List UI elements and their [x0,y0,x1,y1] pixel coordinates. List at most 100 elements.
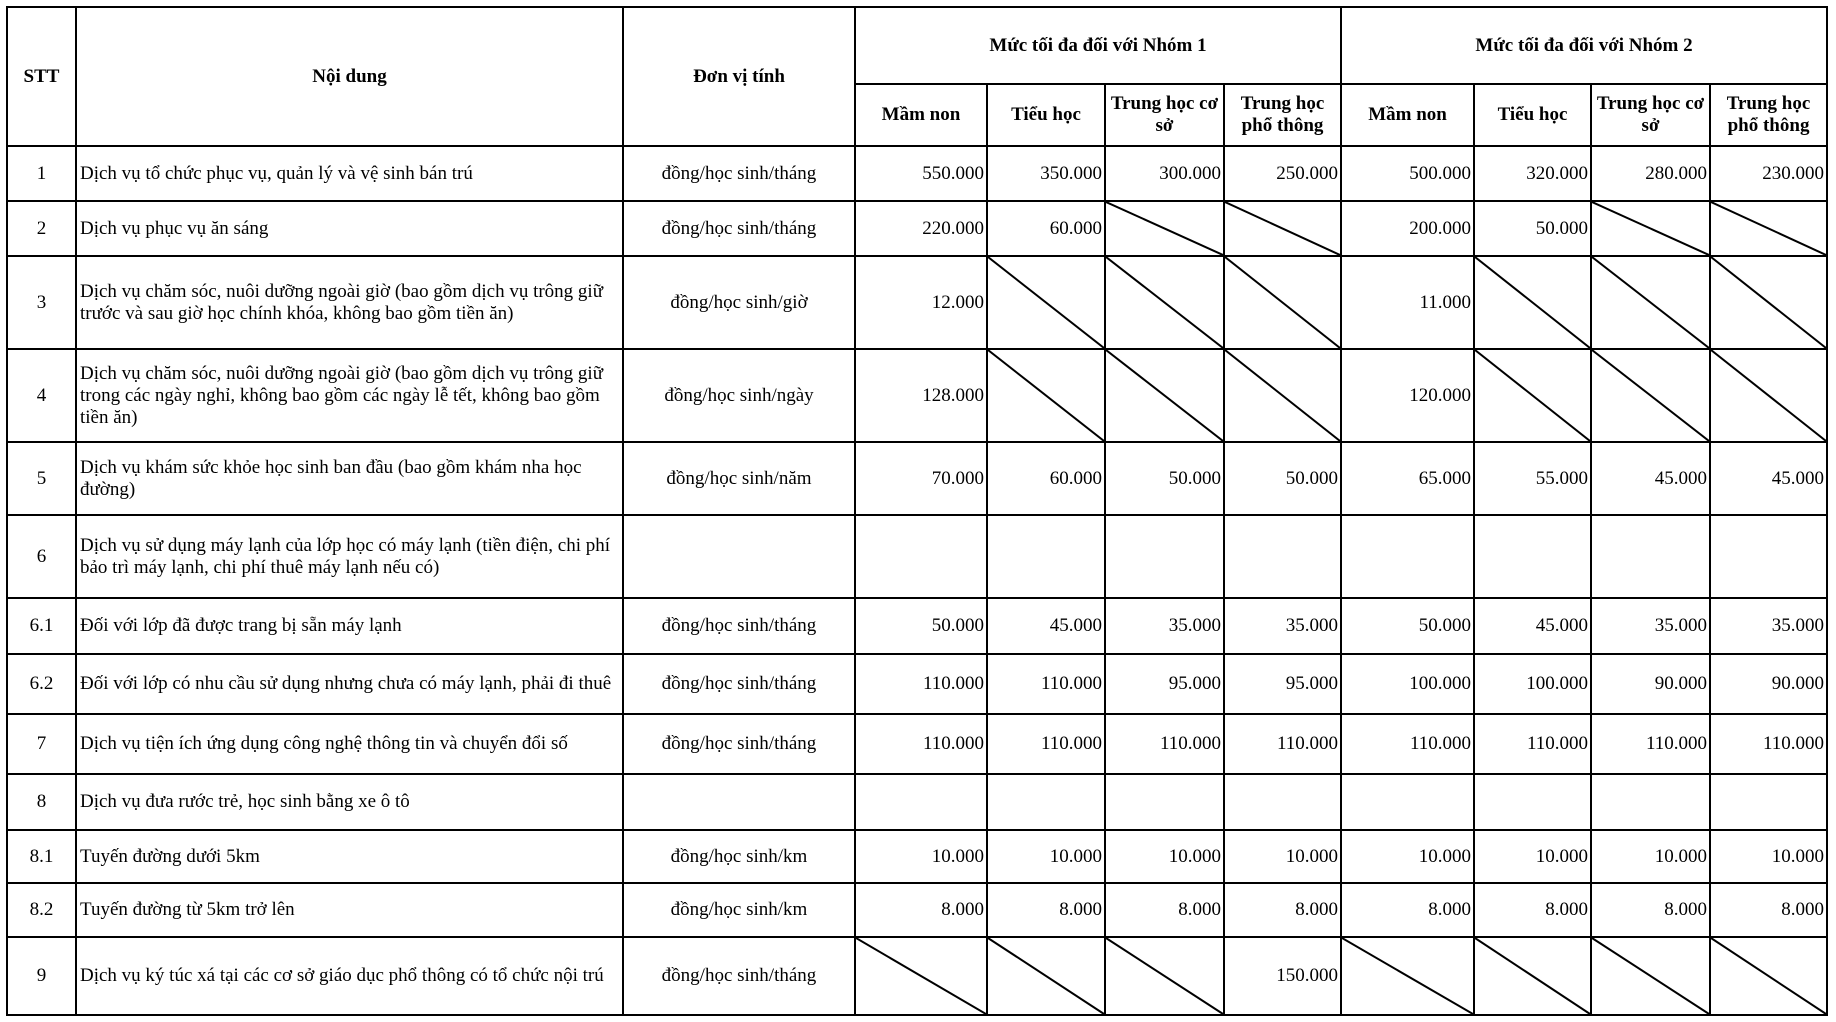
header-unit: Đơn vị tính [622,6,856,147]
not-applicable-cell [986,936,1106,1016]
row-unit: đồng/học sinh/km [622,882,856,938]
fee-table: STT Nội dung Đơn vị tính Mức tối đa đối … [6,6,1829,1016]
value-cell [986,773,1106,831]
value-cell: 60.000 [986,441,1106,516]
value-cell: 8.000 [1340,882,1476,938]
table-row: 4 Dịch vụ chăm sóc, nuôi dưỡng ngoài giờ … [6,348,1829,443]
table-row: 8.2 Tuyến đường từ 5km trở lên đồng/học si… [6,882,1829,938]
header-level-mam-non: Mầm non [1340,83,1476,147]
diagonal-slash-icon [1106,938,1223,1014]
diagonal-slash-icon [1225,350,1340,441]
value-cell: 110.000 [1590,713,1712,775]
diagonal-slash-icon [1711,350,1826,441]
row-unit [622,773,856,831]
value-cell: 65.000 [1340,441,1476,516]
not-applicable-cell [1104,936,1225,1016]
value-cell: 10.000 [1340,829,1476,884]
value-cell: 120.000 [1340,348,1476,443]
not-applicable-cell [1222,200,1343,257]
value-cell [986,514,1106,599]
diagonal-slash-icon [1592,938,1709,1014]
value-cell: 110.000 [986,713,1106,775]
value-cell [1590,514,1712,599]
diagonal-slash-icon [1106,202,1223,255]
not-applicable-cell [1590,348,1712,443]
not-applicable-cell [1104,255,1225,350]
diagonal-slash-icon [988,350,1104,441]
value-cell: 10.000 [1104,829,1225,884]
value-cell: 50.000 [1104,441,1225,516]
value-cell: 110.000 [1104,713,1225,775]
value-cell: 35.000 [1590,597,1712,655]
value-cell: 10.000 [1473,829,1593,884]
value-cell: 280.000 [1590,145,1712,202]
not-applicable-cell [1709,348,1829,443]
row-stt: 8 [6,773,77,831]
value-cell [1222,773,1343,831]
header-stt: STT [6,6,77,147]
diagonal-slash-icon [1475,257,1590,348]
not-applicable-cell [1590,255,1712,350]
value-cell: 12.000 [854,255,988,350]
value-cell [1222,514,1343,599]
diagonal-slash-icon [1592,202,1709,255]
row-stt: 1 [6,145,77,202]
value-cell: 8.000 [1590,882,1712,938]
diagonal-slash-icon [988,938,1104,1014]
value-cell: 230.000 [1709,145,1829,202]
value-cell: 50.000 [1222,441,1343,516]
row-content: Dịch vụ chăm sóc, nuôi dưỡng ngoài giờ (… [75,255,624,350]
not-applicable-cell [1709,200,1829,257]
row-content: Dịch vụ sử dụng máy lạnh của lớp học có … [75,514,624,599]
not-applicable-cell [1473,348,1593,443]
value-cell: 90.000 [1590,653,1712,715]
row-stt: 3 [6,255,77,350]
value-cell: 100.000 [1340,653,1476,715]
value-cell: 200.000 [1340,200,1476,257]
not-applicable-cell [1590,200,1712,257]
value-cell: 50.000 [854,597,988,655]
header-level-tieu-hoc: Tiểu học [986,83,1106,147]
diagonal-slash-icon [1592,257,1709,348]
row-stt: 2 [6,200,77,257]
value-cell [1590,773,1712,831]
value-cell: 8.000 [854,882,988,938]
row-unit: đồng/học sinh/tháng [622,653,856,715]
value-cell: 10.000 [1222,829,1343,884]
value-cell: 70.000 [854,441,988,516]
not-applicable-cell [1104,200,1225,257]
value-cell: 100.000 [1473,653,1593,715]
value-cell: 110.000 [854,713,988,775]
table-row: 3 Dịch vụ chăm sóc, nuôi dưỡng ngoài giờ … [6,255,1829,350]
not-applicable-cell [1222,348,1343,443]
table-row: 2 Dịch vụ phục vụ ăn sáng đồng/học sinh/th… [6,200,1829,257]
diagonal-slash-icon [1342,938,1473,1014]
row-stt: 4 [6,348,77,443]
value-cell: 350.000 [986,145,1106,202]
value-cell: 60.000 [986,200,1106,257]
value-cell: 35.000 [1222,597,1343,655]
row-stt: 8.2 [6,882,77,938]
table-row: 6 Dịch vụ sử dụng máy lạnh của lớp học có… [6,514,1829,599]
diagonal-slash-icon [1711,938,1826,1014]
header-content: Nội dung [75,6,624,147]
value-cell [1340,773,1476,831]
header-level-thcs: Trung học cơ sở [1590,83,1712,147]
value-cell: 8.000 [1709,882,1829,938]
value-cell: 45.000 [1473,597,1593,655]
value-cell: 8.000 [1104,882,1225,938]
value-cell: 35.000 [1104,597,1225,655]
row-content: Tuyến đường từ 5km trở lên [75,882,624,938]
value-cell: 55.000 [1473,441,1593,516]
table-row: 5 Dịch vụ khám sức khỏe học sinh ban đầu … [6,441,1829,516]
value-cell: 10.000 [1709,829,1829,884]
table-row: 8 Dịch vụ đưa rước trẻ, học sinh bằng xe … [6,773,1829,831]
value-cell [1473,773,1593,831]
row-unit: đồng/học sinh/tháng [622,936,856,1016]
row-content: Dịch vụ ký túc xá tại các cơ sở giáo dục… [75,936,624,1016]
value-cell: 10.000 [1590,829,1712,884]
diagonal-slash-icon [1106,350,1223,441]
row-unit: đồng/học sinh/năm [622,441,856,516]
value-cell [1709,773,1829,831]
row-content: Dịch vụ đưa rước trẻ, học sinh bằng xe ô… [75,773,624,831]
